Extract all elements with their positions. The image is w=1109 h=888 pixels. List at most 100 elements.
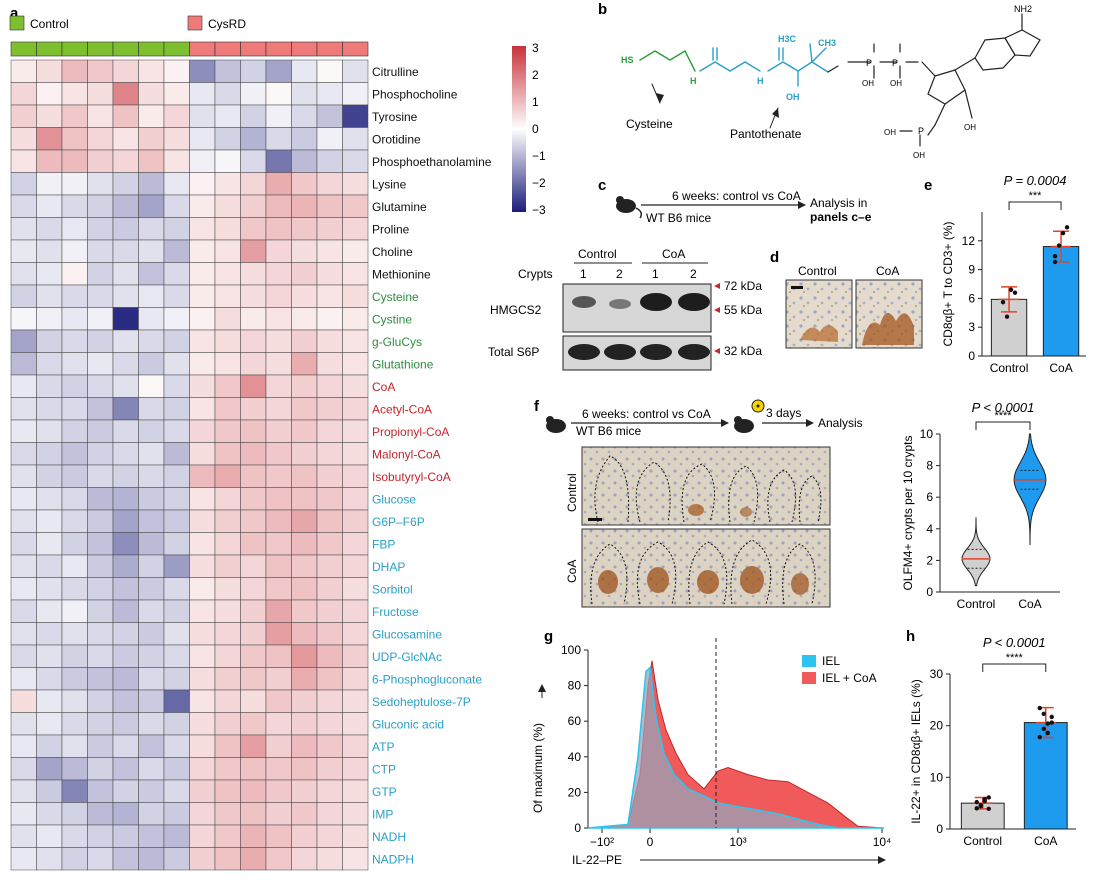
- heatmap-cell: [112, 667, 139, 691]
- heatmap-cell: [36, 104, 63, 128]
- heatmap-cell: [291, 487, 318, 511]
- heatmap-cell: [112, 419, 139, 443]
- heatmap-cell: [316, 824, 343, 848]
- heatmap-cell: [214, 487, 241, 511]
- heatmap-cell: [189, 779, 216, 803]
- heatmap-cell: [87, 599, 114, 623]
- panel-c-mice-label: WT B6 mice: [646, 211, 711, 225]
- heatmap-cell: [36, 779, 63, 803]
- heatmap-cell: [291, 127, 318, 151]
- heatmap-cell: [342, 194, 369, 218]
- heatmap-cell: [138, 779, 165, 803]
- heatmap-cell: [36, 217, 63, 241]
- heatmap-cell: [265, 397, 292, 421]
- heatmap-cell: [87, 779, 114, 803]
- heatmap-cell: [316, 307, 343, 331]
- significance-stars: ****: [1006, 652, 1024, 664]
- cysteine-label: Cysteine: [626, 117, 673, 131]
- heatmap-cell: [163, 689, 190, 713]
- lane-2: 2: [616, 267, 623, 281]
- y-axis-label: OLFM4+ crypts per 10 crypts: [901, 435, 915, 590]
- heatmap-cell: [61, 847, 88, 871]
- heatmap-cell: [163, 352, 190, 376]
- panel-c-timeline-label: 6 weeks: control vs CoA: [672, 189, 801, 203]
- x-axis-label: IL-22–PE: [572, 853, 622, 867]
- heatmap-cell: [163, 419, 190, 443]
- heatmap-cell: [36, 622, 63, 646]
- heatmap-cell: [61, 487, 88, 511]
- heatmap-cell: [36, 374, 63, 398]
- heatmap-cell: [291, 419, 318, 443]
- heatmap-cell: [87, 464, 114, 488]
- heatmap-cell: [61, 622, 88, 646]
- heatmap-cell: [163, 262, 190, 286]
- phosphate-label-1: P: [866, 58, 872, 68]
- heatmap-cell: [342, 554, 369, 578]
- panel-letter-g: g: [544, 628, 553, 645]
- heatmap-cell: [291, 554, 318, 578]
- data-point: [1000, 300, 1006, 305]
- heatmap-cell: [342, 307, 369, 331]
- p-value: P < 0.0001: [983, 635, 1046, 650]
- data-point: [1056, 243, 1062, 248]
- heatmap-cell: [316, 734, 343, 758]
- heatmap-panel: Control CysRD Citrulline Phosphocholine Ty…: [9, 15, 546, 871]
- heatmap-cell: [163, 667, 190, 691]
- heatmap-cell: [61, 397, 88, 421]
- heatmap-cell: [10, 487, 37, 511]
- heatmap-cell: [61, 149, 88, 173]
- y-axis-label: Of maximum (%): [531, 723, 545, 813]
- heatmap-cell: [265, 149, 292, 173]
- heatmap-cell: [10, 824, 37, 848]
- heatmap-cell: [291, 802, 318, 826]
- significance-bracket: [1008, 201, 1062, 210]
- thiol-label: HS: [621, 55, 634, 65]
- heatmap-cell: [87, 329, 114, 353]
- data-point: [1049, 720, 1054, 725]
- heatmap-cell: [316, 599, 343, 623]
- heatmap-cell: [163, 329, 190, 353]
- heatmap-cell: [189, 149, 216, 173]
- heatmap-cell: [240, 667, 267, 691]
- heatmap-cell: [36, 509, 63, 533]
- data-point: [974, 806, 979, 811]
- heatmap-row-label: Phosphoethanolamine: [372, 155, 492, 169]
- x-tick-label: Control: [957, 597, 996, 611]
- heatmap-cell: [265, 599, 292, 623]
- data-point: [1052, 253, 1058, 259]
- heatmap-row-label: Isobutyryl-CoA: [372, 470, 451, 484]
- heatmap-cell: [87, 667, 114, 691]
- heatmap-cell: [342, 127, 369, 151]
- heatmap-cell: [87, 419, 114, 443]
- data-point: [974, 799, 979, 805]
- colorbar-tick: 2: [532, 68, 539, 82]
- heatmap-cell: [112, 622, 139, 646]
- heatmap-row-label: Glutathione: [372, 358, 434, 372]
- heatmap-cell: [36, 239, 63, 263]
- heatmap-cell: [163, 464, 190, 488]
- bar-coa: [1042, 246, 1080, 357]
- heatmap-cells: [10, 59, 369, 871]
- heatmap-cell: [214, 284, 241, 308]
- heatmap-cell: [316, 82, 343, 106]
- heatmap-cell: [291, 284, 318, 308]
- heatmap-cell: [87, 82, 114, 106]
- panel-letter-a: a: [10, 5, 19, 22]
- heatmap-row-label: ATP: [372, 740, 394, 754]
- heatmap-cell: [87, 307, 114, 331]
- heatmap-cell: [61, 734, 88, 758]
- panel-letter-d: d: [770, 249, 779, 266]
- panel-f-row-label-control: Control: [565, 473, 579, 512]
- y-tick-label: 10: [930, 770, 944, 784]
- heatmap-cell: [265, 757, 292, 781]
- heatmap-cell: [10, 419, 37, 443]
- heatmap-cell: [163, 644, 190, 668]
- heatmap-cell: [316, 104, 343, 128]
- heatmap-cell: [240, 487, 267, 511]
- legend-swatch-iel-coa: [802, 672, 816, 684]
- heatmap-row-label: DHAP: [372, 560, 405, 574]
- lane-4: 2: [690, 267, 697, 281]
- heatmap-cell: [138, 712, 165, 736]
- heatmap-cell: [265, 284, 292, 308]
- heatmap-cell: [112, 374, 139, 398]
